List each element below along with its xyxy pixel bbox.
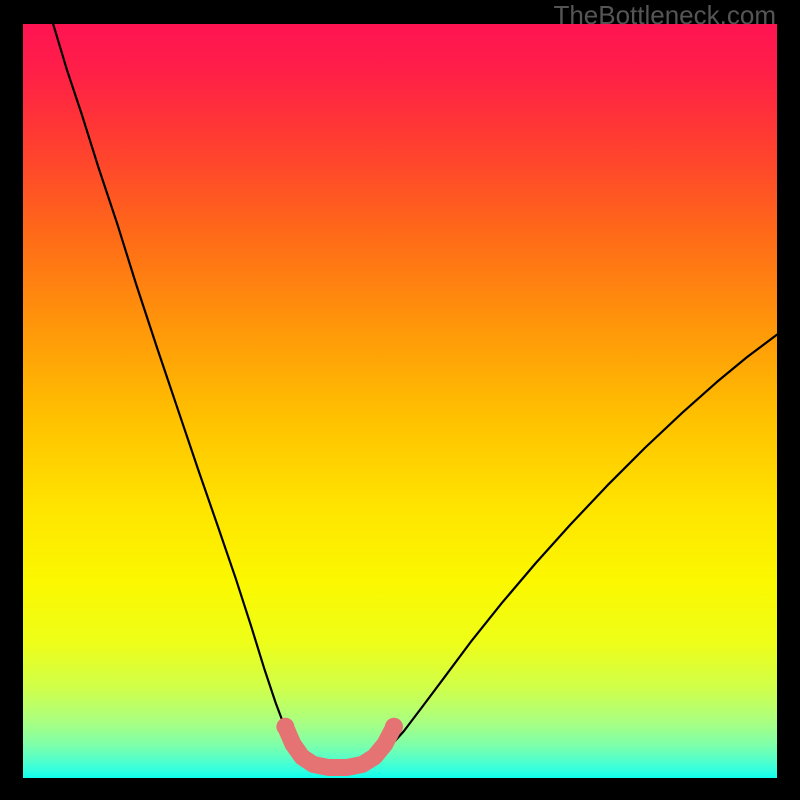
watermark-text: TheBottleneck.com (553, 0, 776, 31)
plot-area (23, 24, 777, 778)
bottom-marker-dot-right (385, 718, 403, 736)
chart-stage: TheBottleneck.com (0, 0, 800, 800)
bottom-marker-dot-left (276, 718, 294, 736)
gradient-background (23, 24, 777, 778)
chart-svg (23, 24, 777, 778)
